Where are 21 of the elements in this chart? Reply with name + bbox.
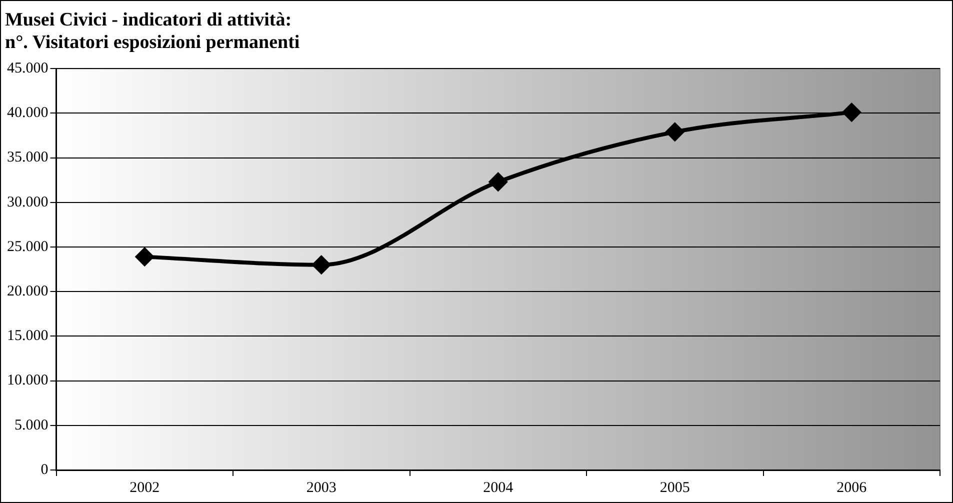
point	[312, 256, 330, 274]
point	[666, 122, 684, 141]
x-tick-label: 2006	[836, 480, 868, 496]
y-tick-label: 40.000	[7, 105, 48, 122]
y-tick-label: 45.000	[7, 60, 48, 77]
x-tick-label: 2004	[483, 480, 514, 496]
x-tick-label: 2003	[306, 480, 336, 496]
point	[489, 172, 508, 191]
x-tick-label: 2005	[660, 480, 690, 496]
y-tick-label: 5.000	[14, 417, 48, 434]
y-tick-label: 25.000	[7, 238, 48, 255]
chart-title: Musei Civici - indicatori di attività: n°. Visitatori esposizioni permanenti	[5, 9, 300, 54]
x-tick-label: 2002	[130, 480, 160, 496]
point	[842, 103, 861, 122]
y-tick-label: 30.000	[7, 194, 48, 210]
point	[136, 248, 154, 266]
y-tick-label: 15.000	[7, 328, 48, 344]
y-tick-label: 35.000	[7, 150, 48, 166]
y-tick-label: 20.000	[7, 284, 48, 300]
y-tick-label: 10.000	[7, 372, 48, 389]
y-tick-label: 0	[40, 462, 48, 478]
